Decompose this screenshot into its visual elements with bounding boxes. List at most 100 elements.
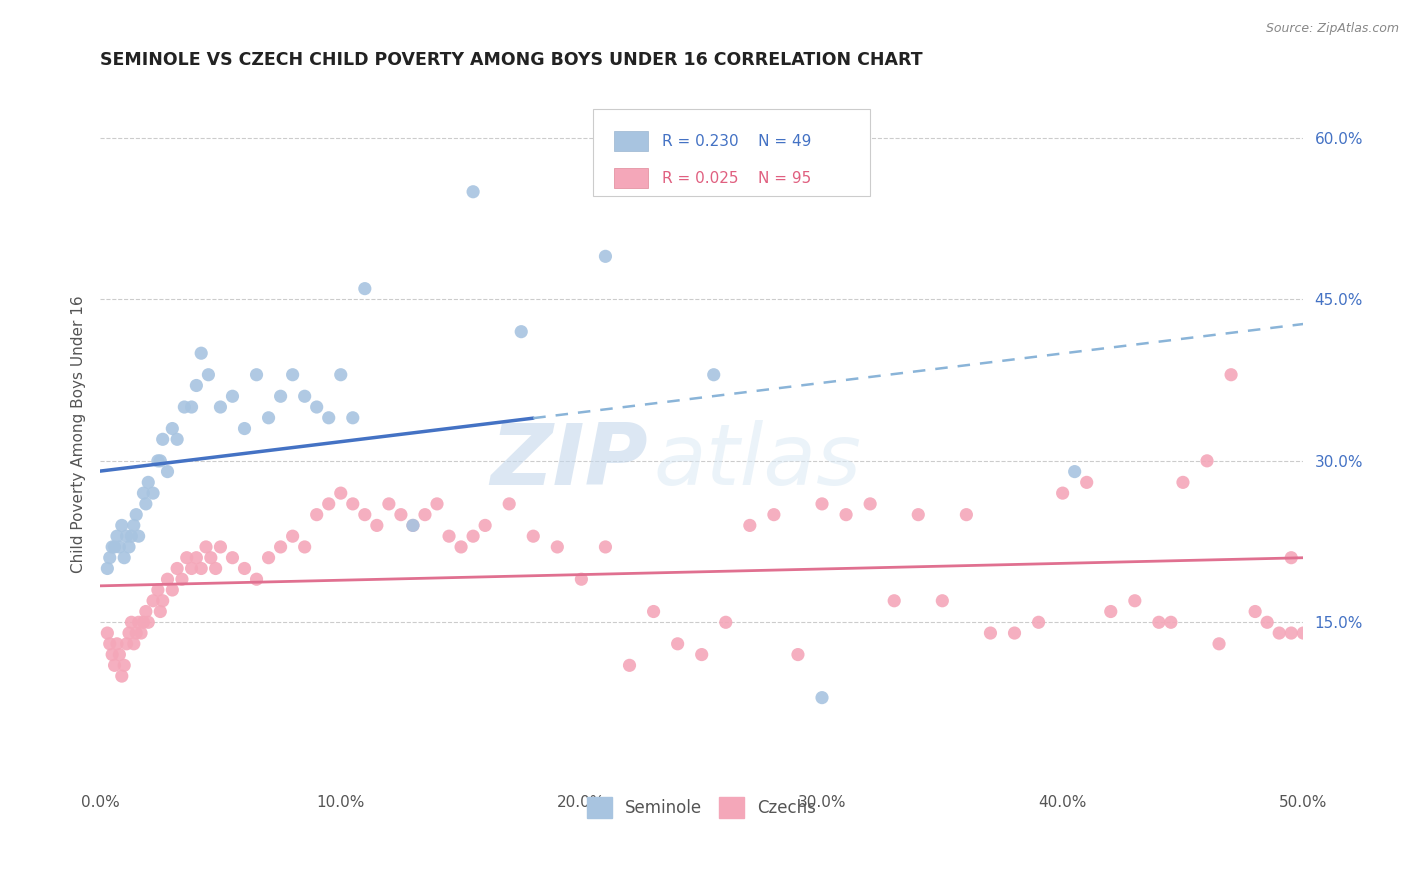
Point bbox=[105, 529, 128, 543]
Point bbox=[209, 540, 232, 554]
Bar bbox=[614, 131, 648, 151]
Point bbox=[461, 185, 484, 199]
Point bbox=[152, 593, 174, 607]
Point bbox=[811, 497, 834, 511]
Point bbox=[135, 605, 157, 619]
Point bbox=[120, 615, 142, 630]
Point bbox=[666, 637, 689, 651]
Point bbox=[738, 518, 761, 533]
Point bbox=[122, 637, 145, 651]
Point bbox=[257, 410, 280, 425]
Point bbox=[101, 648, 124, 662]
Point bbox=[522, 529, 544, 543]
Point bbox=[1195, 454, 1218, 468]
Point bbox=[498, 497, 520, 511]
Point bbox=[170, 572, 193, 586]
Point bbox=[162, 582, 184, 597]
Point bbox=[176, 550, 198, 565]
Point bbox=[96, 626, 118, 640]
Point bbox=[209, 400, 232, 414]
Point bbox=[96, 561, 118, 575]
Point bbox=[152, 433, 174, 447]
Point bbox=[186, 550, 208, 565]
Point bbox=[703, 368, 725, 382]
Point bbox=[120, 529, 142, 543]
Point bbox=[883, 593, 905, 607]
Point bbox=[197, 368, 219, 382]
Point bbox=[1256, 615, 1278, 630]
Point bbox=[1268, 626, 1291, 640]
Text: atlas: atlas bbox=[654, 420, 862, 503]
Point bbox=[353, 282, 375, 296]
Point bbox=[125, 626, 148, 640]
Point bbox=[180, 400, 202, 414]
Point bbox=[389, 508, 412, 522]
Point bbox=[132, 486, 155, 500]
Point bbox=[595, 249, 617, 263]
Point bbox=[204, 561, 226, 575]
Point bbox=[101, 540, 124, 554]
Point bbox=[353, 508, 375, 522]
Point bbox=[1052, 486, 1074, 500]
Point bbox=[149, 454, 172, 468]
Point bbox=[98, 550, 121, 565]
Point bbox=[1099, 605, 1122, 619]
Point bbox=[571, 572, 593, 586]
Point bbox=[233, 561, 256, 575]
Point bbox=[690, 648, 713, 662]
Point bbox=[1171, 475, 1194, 490]
Point bbox=[1279, 550, 1302, 565]
Point bbox=[1279, 626, 1302, 640]
Point bbox=[112, 550, 135, 565]
Point bbox=[166, 561, 188, 575]
Point bbox=[190, 346, 212, 360]
Point bbox=[619, 658, 641, 673]
Point bbox=[378, 497, 401, 511]
Point bbox=[413, 508, 436, 522]
Point bbox=[149, 605, 172, 619]
Point bbox=[450, 540, 472, 554]
Legend: Seminole, Czechs: Seminole, Czechs bbox=[581, 790, 823, 824]
Point bbox=[437, 529, 460, 543]
Point bbox=[98, 637, 121, 651]
Point bbox=[173, 400, 195, 414]
Point bbox=[1028, 615, 1050, 630]
Point bbox=[111, 518, 134, 533]
Point bbox=[186, 378, 208, 392]
Point bbox=[111, 669, 134, 683]
Point bbox=[643, 605, 665, 619]
Point bbox=[546, 540, 568, 554]
Point bbox=[714, 615, 737, 630]
Point bbox=[474, 518, 496, 533]
Point bbox=[221, 550, 243, 565]
Point bbox=[105, 637, 128, 651]
Point bbox=[402, 518, 425, 533]
Point bbox=[931, 593, 953, 607]
Point bbox=[129, 626, 152, 640]
Point bbox=[305, 508, 328, 522]
Point bbox=[1063, 465, 1085, 479]
Point bbox=[200, 550, 222, 565]
Point bbox=[329, 486, 352, 500]
Point bbox=[118, 626, 141, 640]
Point bbox=[146, 454, 169, 468]
Text: Source: ZipAtlas.com: Source: ZipAtlas.com bbox=[1265, 22, 1399, 36]
Point bbox=[979, 626, 1001, 640]
Point bbox=[281, 368, 304, 382]
Point bbox=[112, 658, 135, 673]
Point bbox=[122, 518, 145, 533]
Point bbox=[257, 550, 280, 565]
Point bbox=[128, 615, 150, 630]
Point bbox=[128, 529, 150, 543]
Point bbox=[166, 433, 188, 447]
Point bbox=[1292, 626, 1315, 640]
Point bbox=[132, 615, 155, 630]
Point bbox=[270, 540, 292, 554]
Point bbox=[103, 540, 125, 554]
Point bbox=[318, 410, 340, 425]
Point bbox=[342, 410, 364, 425]
Point bbox=[811, 690, 834, 705]
Point bbox=[294, 389, 316, 403]
Point bbox=[103, 658, 125, 673]
Point bbox=[118, 540, 141, 554]
